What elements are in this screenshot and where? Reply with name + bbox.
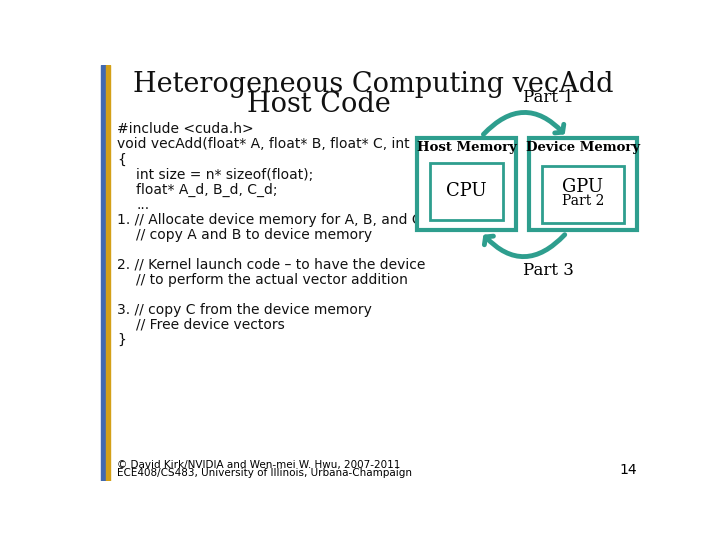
- Bar: [107, 65, 110, 481]
- Text: Heterogeneous Computing vecAdd: Heterogeneous Computing vecAdd: [132, 71, 613, 98]
- Text: // copy A and B to device memory: // copy A and B to device memory: [137, 227, 373, 241]
- Text: {: {: [117, 152, 126, 166]
- Text: Device Memory: Device Memory: [526, 141, 640, 154]
- Text: Part 3: Part 3: [523, 262, 573, 279]
- Text: // to perform the actual vector addition: // to perform the actual vector addition: [137, 273, 408, 287]
- FancyBboxPatch shape: [417, 138, 516, 231]
- FancyBboxPatch shape: [528, 138, 637, 231]
- Text: 2. // Kernel launch code – to have the device: 2. // Kernel launch code – to have the d…: [117, 258, 426, 272]
- Text: 1. // Allocate device memory for A, B, and C: 1. // Allocate device memory for A, B, a…: [117, 213, 422, 227]
- FancyBboxPatch shape: [431, 163, 503, 220]
- Text: © David Kirk/NVIDIA and Wen-mei W. Hwu, 2007-2011: © David Kirk/NVIDIA and Wen-mei W. Hwu, …: [117, 460, 400, 470]
- Text: Host Code: Host Code: [247, 91, 390, 118]
- Text: GPU: GPU: [562, 178, 603, 196]
- Text: Part 2: Part 2: [562, 194, 604, 208]
- Text: void vecAdd(float* A, float* B, float* C, int n): void vecAdd(float* A, float* B, float* C…: [117, 138, 428, 152]
- Text: CPU: CPU: [446, 182, 487, 200]
- Text: // Free device vectors: // Free device vectors: [137, 318, 285, 332]
- Text: #include <cuda.h>: #include <cuda.h>: [117, 123, 253, 137]
- Text: float* A_d, B_d, C_d;: float* A_d, B_d, C_d;: [137, 183, 278, 197]
- FancyBboxPatch shape: [542, 166, 624, 222]
- Text: Part 1: Part 1: [523, 90, 573, 106]
- Text: }: }: [117, 333, 126, 347]
- Text: 14: 14: [619, 463, 637, 477]
- Text: ...: ...: [137, 198, 150, 212]
- Text: Host Memory: Host Memory: [417, 141, 516, 154]
- Text: ECE408/CS483, University of Illinois, Urbana-Champaign: ECE408/CS483, University of Illinois, Ur…: [117, 468, 412, 478]
- Text: 3. // copy C from the device memory: 3. // copy C from the device memory: [117, 302, 372, 316]
- Text: int size = n* sizeof(float);: int size = n* sizeof(float);: [137, 167, 314, 181]
- Bar: [101, 65, 107, 481]
